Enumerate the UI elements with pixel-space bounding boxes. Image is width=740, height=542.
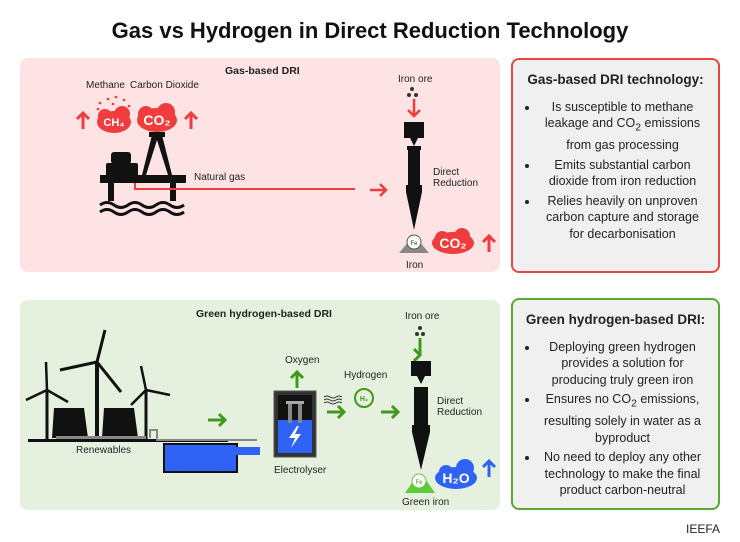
direct-text: Direct <box>437 396 464 407</box>
bullet: Ensures no CO2 emissions, resulting sole… <box>539 391 706 446</box>
wind-turbine-icon <box>25 329 171 440</box>
oil-rig-icon <box>99 132 186 216</box>
water-cloud-icon <box>435 459 477 489</box>
hydrogen-icon <box>354 388 374 408</box>
natural-gas-label: Natural gas <box>194 172 246 183</box>
h2-label: H₂ <box>360 396 368 403</box>
arrow-up-icon <box>75 110 91 129</box>
subscript: 2 <box>635 122 642 134</box>
fe-label: Fe <box>415 480 423 486</box>
co2-out-label: CO₂ <box>439 235 466 251</box>
green-iron-pile-icon <box>405 473 435 493</box>
hydrogen-dri-summary: Green hydrogen-based DRI: Deploying gree… <box>511 298 720 510</box>
arrow-right-icon <box>370 183 388 197</box>
direct-reduction-label: Direct Reduction <box>437 396 482 418</box>
renewables-label: Renewables <box>76 445 132 456</box>
bullet: Emits substantial carbon dioxide from ir… <box>539 157 706 190</box>
co2-label: CO₂ <box>143 112 170 128</box>
electrolyser-label: Electrolyser <box>274 465 327 476</box>
iron-ore-label: Iron ore <box>398 74 433 85</box>
arrow-right-icon <box>381 404 401 420</box>
methane-label: Methane <box>86 80 125 91</box>
bullet: No need to deploy any other technology t… <box>539 449 706 499</box>
carbon-dioxide-label: Carbon Dioxide <box>130 80 199 91</box>
arrow-down-icon <box>412 338 423 363</box>
arrow-up-icon <box>183 110 199 129</box>
oxygen-label: Oxygen <box>285 355 320 366</box>
reduction-text: Reduction <box>437 407 483 418</box>
hydrogen-label: Hydrogen <box>344 370 388 381</box>
bullet: Relies heavily on unproven carbon captur… <box>539 193 706 243</box>
bullet-text: Is susceptible to methane leakage and CO <box>544 99 694 131</box>
arrow-up-icon <box>481 233 497 252</box>
arrow-right-icon <box>327 404 347 420</box>
gas-flow-icon <box>323 395 343 405</box>
ch4-label: CH₄ <box>103 117 124 129</box>
arrow-down-icon <box>407 99 421 118</box>
reduction-text: Reduction <box>433 178 479 189</box>
iron-ore-label: Iron ore <box>405 311 440 322</box>
shaft-furnace-icon <box>411 361 431 470</box>
h2-panel-title: Green hydrogen-based DRI <box>196 308 332 320</box>
page-title: Gas vs Hydrogen in Direct Reduction Tech… <box>111 18 629 43</box>
bullet-text: Ensures no CO <box>545 392 632 406</box>
h2o-label: H₂O <box>442 470 469 486</box>
arrow-right-icon <box>208 412 228 428</box>
gas-summary-heading: Gas-based DRI technology: <box>527 72 704 87</box>
shaft-furnace-icon <box>404 122 424 230</box>
source-label: IEEFA <box>685 522 720 536</box>
green-iron-label: Green iron <box>402 497 450 508</box>
bullet-text: emissions from gas processing <box>566 116 701 152</box>
gas-pipeline <box>134 183 355 190</box>
gas-dri-summary: Gas-based DRI technology: Is susceptible… <box>511 58 720 273</box>
methane-cloud-icon <box>96 95 131 133</box>
iron-ore-icon <box>415 326 425 336</box>
direct-reduction-label: Direct Reduction <box>433 167 478 189</box>
fe-label: Fe <box>410 241 418 247</box>
iron-pile-icon <box>399 234 429 253</box>
subscript: 2 <box>631 398 637 410</box>
direct-text: Direct <box>433 167 460 178</box>
co2-cloud-icon <box>137 103 177 132</box>
iron-label: Iron <box>406 260 424 271</box>
iron-ore-icon <box>407 87 418 97</box>
arrow-up-icon <box>481 458 497 477</box>
bullet: Is susceptible to methane leakage and CO… <box>539 99 706 154</box>
water-reservoir-icon <box>163 443 260 473</box>
bullet: Deploying green hydrogen provides a solu… <box>539 339 706 389</box>
electrolyser-icon <box>273 390 317 458</box>
arrow-up-icon <box>289 369 305 388</box>
h2-summary-heading: Green hydrogen-based DRI: <box>525 312 706 327</box>
co2-cloud-icon <box>432 228 474 254</box>
gas-panel-title: Gas-based DRI <box>225 65 300 77</box>
bullet-text: emissions, resulting solely in water as … <box>543 392 702 445</box>
solar-panel-icon <box>52 408 146 440</box>
